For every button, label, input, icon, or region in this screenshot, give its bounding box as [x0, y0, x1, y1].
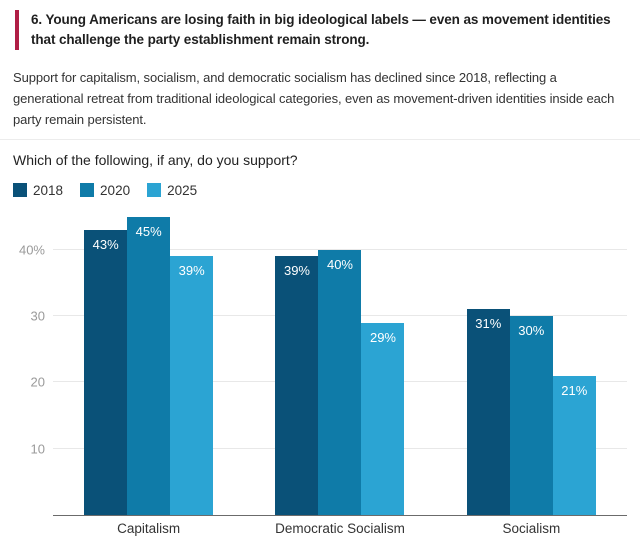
legend-swatch-2025 — [147, 183, 162, 197]
y-axis-tick-label: 30 — [30, 308, 45, 324]
bar-2025-capitalism[interactable]: 39% — [170, 256, 214, 515]
bar-group-democratic-socialism: 39% 40% 29% — [244, 210, 435, 515]
bar-2018-socialism[interactable]: 31% — [466, 309, 510, 515]
bar-2025-socialism[interactable]: 21% — [552, 375, 596, 515]
bar-2020-democratic-socialism[interactable]: 40% — [318, 249, 362, 515]
y-axis-tick-label: 20 — [30, 374, 45, 390]
bar-groups: 43% 45% 39% 39% 40% 29% 31% 30% 21% — [53, 210, 627, 515]
legend-swatch-2020 — [80, 183, 95, 197]
chart-title: Which of the following, if any, do you s… — [13, 152, 298, 168]
bar-2018-capitalism[interactable]: 43% — [84, 229, 128, 515]
bar-value-label: 43% — [92, 236, 119, 252]
divider — [0, 139, 640, 140]
gridline — [53, 248, 627, 250]
bar-value-label: 21% — [561, 382, 588, 398]
bar-value-label: 45% — [135, 223, 162, 239]
x-axis-label-socialism: Socialism — [502, 521, 561, 536]
x-axis-label-capitalism: Capitalism — [117, 521, 181, 536]
legend-item-2025: 2025 — [147, 183, 197, 198]
bar-group-socialism: 31% 30% 21% — [436, 210, 627, 515]
x-axis-labels: Capitalism Democratic Socialism Socialism — [53, 521, 627, 536]
bar-value-label: 31% — [475, 316, 502, 332]
y-axis-tick-label: 40% — [18, 242, 45, 258]
legend-item-2018: 2018 — [13, 183, 63, 198]
bar-value-label: 39% — [178, 263, 205, 279]
legend-label-2025: 2025 — [167, 182, 198, 198]
bar-value-label: 29% — [369, 329, 396, 345]
legend-label-2020: 2020 — [100, 182, 131, 198]
x-axis-label-democratic-socialism: Democratic Socialism — [275, 521, 405, 536]
intro-paragraph: Support for capitalism, socialism, and d… — [13, 70, 615, 127]
bar-value-label: 30% — [518, 323, 545, 339]
bar-2020-capitalism[interactable]: 45% — [127, 216, 171, 515]
bar-value-label: 40% — [326, 256, 353, 272]
legend-item-2020: 2020 — [80, 183, 130, 198]
bar-2025-democratic-socialism[interactable]: 29% — [361, 322, 405, 515]
bar-2018-democratic-socialism[interactable]: 39% — [275, 256, 319, 515]
bar-value-label: 39% — [283, 263, 310, 279]
bar-group-capitalism: 43% 45% 39% — [53, 210, 244, 515]
plot-area: 10 20 30 40% 43% 45% 39% 39% 40% 29% 31% 30% 21% — [19, 210, 627, 516]
bar-2020-socialism[interactable]: 30% — [509, 316, 553, 515]
chart-legend: 2018 2020 2025 — [13, 182, 627, 198]
y-axis-tick-label: 10 — [30, 441, 45, 457]
chart: Which of the following, if any, do you s… — [13, 152, 627, 536]
legend-label-2018: 2018 — [33, 182, 64, 198]
section-heading: 6. Young Americans are losing faith in b… — [15, 10, 621, 50]
legend-swatch-2018 — [13, 183, 27, 197]
